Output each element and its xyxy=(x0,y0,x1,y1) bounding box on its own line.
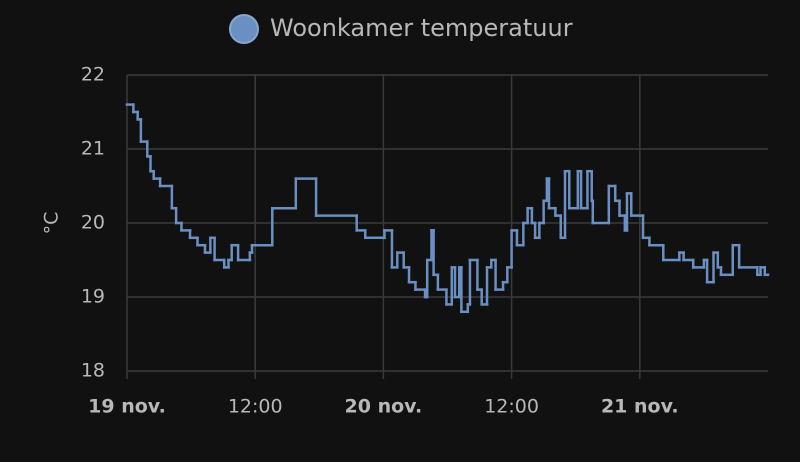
y-tick-label: 21 xyxy=(81,138,105,160)
y-axis-label: °C xyxy=(41,212,63,235)
x-tick-label: 21 nov. xyxy=(601,396,679,418)
x-tick-label: 19 nov. xyxy=(88,396,166,418)
x-tick-label: 12:00 xyxy=(228,396,283,418)
legend-marker[interactable] xyxy=(229,14,259,44)
y-tick-label: 20 xyxy=(81,212,105,234)
x-tick-label: 12:00 xyxy=(484,396,539,418)
legend-label[interactable]: Woonkamer temperatuur xyxy=(270,14,573,42)
y-tick-label: 19 xyxy=(81,286,105,308)
x-tick-label: 20 nov. xyxy=(345,396,423,418)
y-tick-label: 18 xyxy=(81,360,105,382)
y-tick-label: 22 xyxy=(81,64,105,86)
